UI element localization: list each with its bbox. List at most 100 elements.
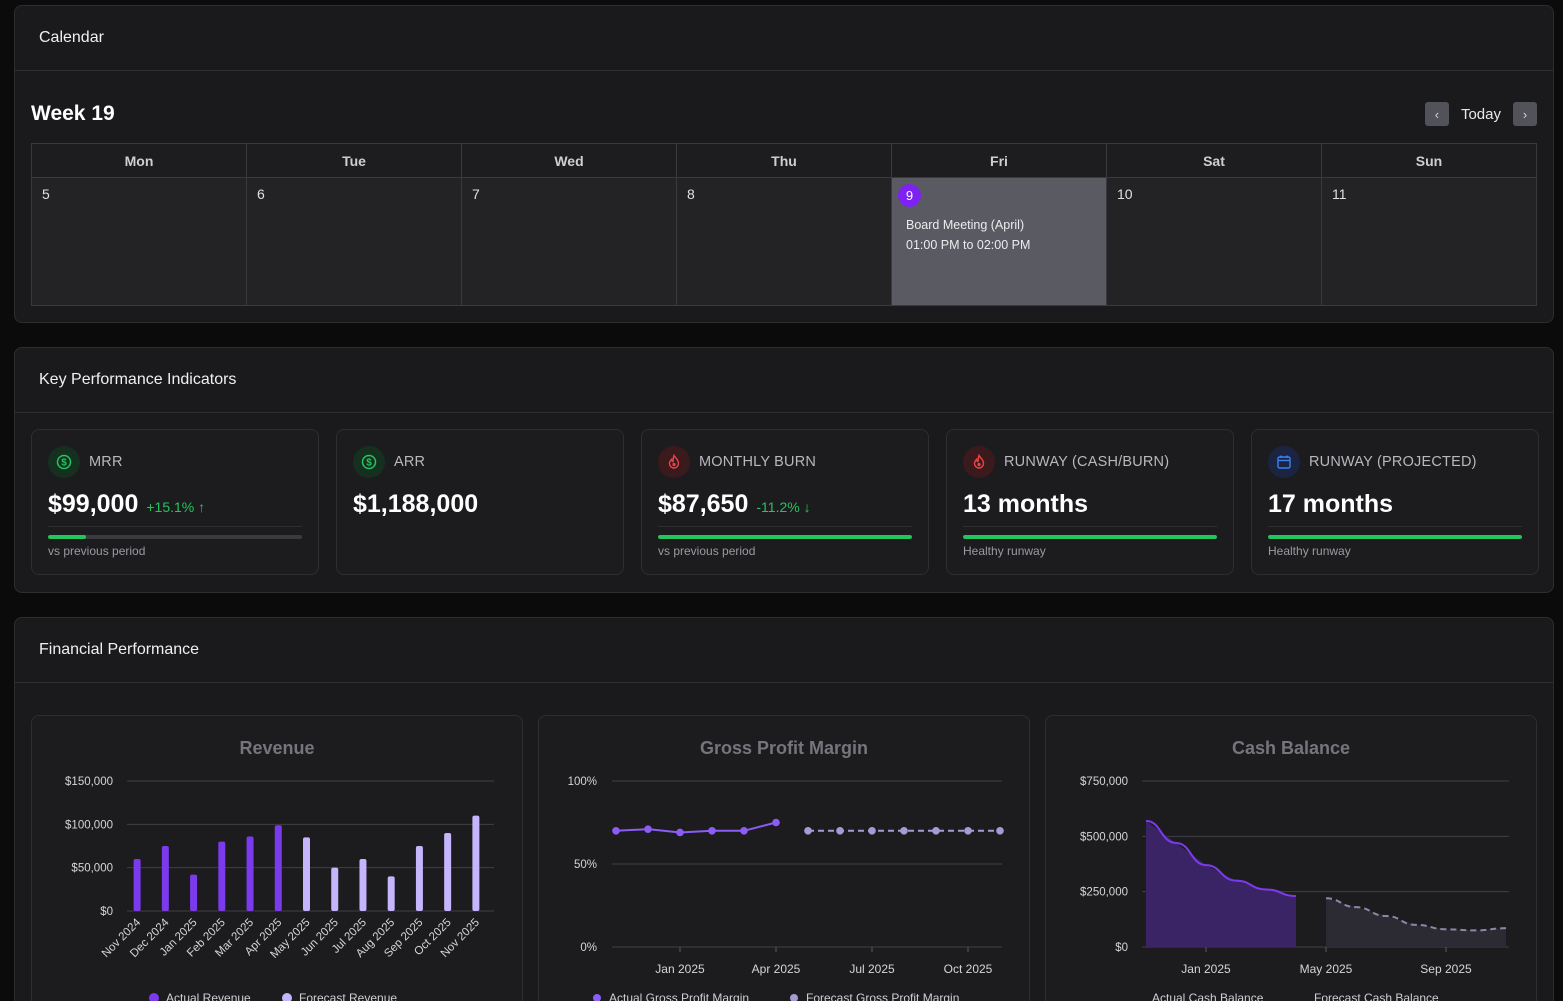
cash-balance-chart-card: Cash Balance $0 $250,000 $500,000 $750,000 J… <box>1045 715 1537 1001</box>
day-header: Sun <box>1322 144 1536 178</box>
kpi-card: $ ARR $1,188,000 <box>336 429 624 575</box>
kpi-progress-bar <box>1268 535 1522 539</box>
revenue-bar <box>303 837 310 911</box>
prev-week-button[interactable]: ‹ <box>1424 102 1449 126</box>
legend-label: Actual Cash Balance <box>1152 991 1264 1001</box>
kpi-label: ARR <box>394 454 426 470</box>
x-tick-label: May 2025 <box>1300 962 1353 976</box>
calendar-panel-title: Calendar <box>15 6 1553 71</box>
revenue-bar <box>415 846 423 911</box>
area-fill <box>1146 820 1296 947</box>
x-tick-label: Apr 2025 <box>752 962 801 976</box>
data-point <box>740 827 748 835</box>
financial-panel-title: Financial Performance <box>15 618 1553 683</box>
y-tick-label: $0 <box>1115 942 1128 954</box>
kpi-subtext: vs previous period <box>48 544 146 558</box>
kpi-value: $1,188,000 <box>353 490 479 518</box>
flame-icon <box>658 446 690 478</box>
data-point <box>644 825 652 833</box>
revenue-bar <box>331 867 339 911</box>
data-point <box>708 827 716 835</box>
divider <box>963 526 1217 527</box>
day-number: 11 <box>1332 186 1347 202</box>
day-cell[interactable]: 11 <box>1322 178 1536 305</box>
gross-margin-chart-card: Gross Profit Margin 0% 50% 100% Jan 2025 Apr… <box>538 715 1030 1001</box>
day-cell[interactable]: 8 <box>677 178 892 305</box>
next-week-button[interactable]: › <box>1513 102 1537 126</box>
revenue-bar <box>274 825 282 911</box>
legend-marker <box>593 994 601 1001</box>
day-header: Fri <box>892 144 1107 178</box>
legend-label: Forecast Revenue <box>299 991 397 1001</box>
y-tick-label: $0 <box>100 906 113 918</box>
y-tick-label: 0% <box>580 942 597 954</box>
legend-label: Forecast Gross Profit Margin <box>806 991 959 1001</box>
today-badge: 9 <box>898 184 921 207</box>
revenue-bar <box>218 841 226 911</box>
kpi-value: 17 months <box>1268 490 1394 518</box>
kpi-value: 13 months <box>963 490 1089 518</box>
legend-marker <box>149 993 159 1001</box>
kpi-subtext: Healthy runway <box>1268 544 1351 558</box>
chart-title: Cash Balance <box>1231 738 1351 758</box>
revenue-bar <box>444 833 452 911</box>
week-title: Week 19 <box>31 102 115 125</box>
series-line <box>1145 819 1297 898</box>
x-tick-label: Oct 2025 <box>944 962 993 976</box>
kpi-progress-bar <box>963 535 1217 539</box>
divider <box>658 526 912 527</box>
series-line <box>615 821 777 834</box>
kpi-progress-bar <box>658 535 912 539</box>
financial-panel: Financial Performance Revenue $0 $50,000 $… <box>14 617 1554 1001</box>
kpi-panel-title: Key Performance Indicators <box>15 348 1553 413</box>
kpi-label: MRR <box>89 454 123 470</box>
data-point <box>900 827 908 835</box>
day-number: 5 <box>42 186 50 202</box>
svg-text:$: $ <box>61 458 67 469</box>
day-cell[interactable]: 5 <box>32 178 247 305</box>
kpi-panel: Key Performance Indicators $ MRR $99,000… <box>14 347 1554 593</box>
day-header: Mon <box>32 144 247 178</box>
day-cell-selected[interactable]: 9 Board Meeting (April) 01:00 PM to 02:0… <box>892 178 1107 305</box>
revenue-bar <box>190 874 198 911</box>
area-fill <box>1326 898 1506 947</box>
y-tick-label: $50,000 <box>71 863 113 875</box>
svg-text:$: $ <box>366 458 372 469</box>
data-point <box>804 827 812 835</box>
chart-title: Gross Profit Margin <box>699 738 869 758</box>
kpi-label: MONTHLY BURN <box>699 454 817 470</box>
day-header: Sat <box>1107 144 1322 178</box>
calendar-event[interactable]: Board Meeting (April) 01:00 PM to 02:00 … <box>906 215 1096 255</box>
y-tick-label: $750,000 <box>1080 776 1128 788</box>
x-tick-label: Jul 2025 <box>849 962 895 976</box>
today-button[interactable]: Today <box>1460 105 1501 123</box>
day-cell[interactable]: 6 <box>247 178 462 305</box>
kpi-progress-fill <box>48 535 87 539</box>
day-cell[interactable]: 7 <box>462 178 677 305</box>
revenue-chart-card: Revenue $0 $50,000 $100,000 $150,000 Nov 202… <box>31 715 523 1001</box>
day-cell[interactable]: 10 <box>1107 178 1322 305</box>
gross-margin-chart: 0% 50% 100% Jan 2025 Apr 2025 Jul 2025 Oct 202… <box>568 776 1004 1001</box>
day-header: Tue <box>247 144 462 178</box>
y-tick-label: $150,000 <box>65 776 113 788</box>
calendar-grid: Mon Tue Wed Thu Fri Sat Sun 5 6 7 8 9 Bo… <box>31 143 1537 306</box>
x-tick-label: Jan 2025 <box>655 962 705 976</box>
revenue-bar <box>387 876 395 911</box>
divider <box>48 526 302 527</box>
day-header: Thu <box>677 144 892 178</box>
kpi-progress-fill <box>1268 535 1522 539</box>
event-title: Board Meeting (April) <box>906 218 1025 232</box>
y-tick-label: $100,000 <box>65 819 113 831</box>
day-number: 6 <box>257 186 265 202</box>
data-point <box>836 827 844 835</box>
flame-icon <box>963 446 995 478</box>
chevron-right-icon: › <box>1522 106 1528 122</box>
x-tick-label: Jan 2025 <box>1181 962 1231 976</box>
data-point <box>996 827 1004 835</box>
legend-label: Actual Gross Profit Margin <box>609 991 749 1001</box>
data-point <box>932 827 940 835</box>
kpi-delta: +15.1% ↑ <box>146 499 206 515</box>
data-point <box>612 827 620 835</box>
cash-balance-chart: $0 $250,000 $500,000 $750,000 Jan 2025 May 20… <box>1080 776 1509 1001</box>
